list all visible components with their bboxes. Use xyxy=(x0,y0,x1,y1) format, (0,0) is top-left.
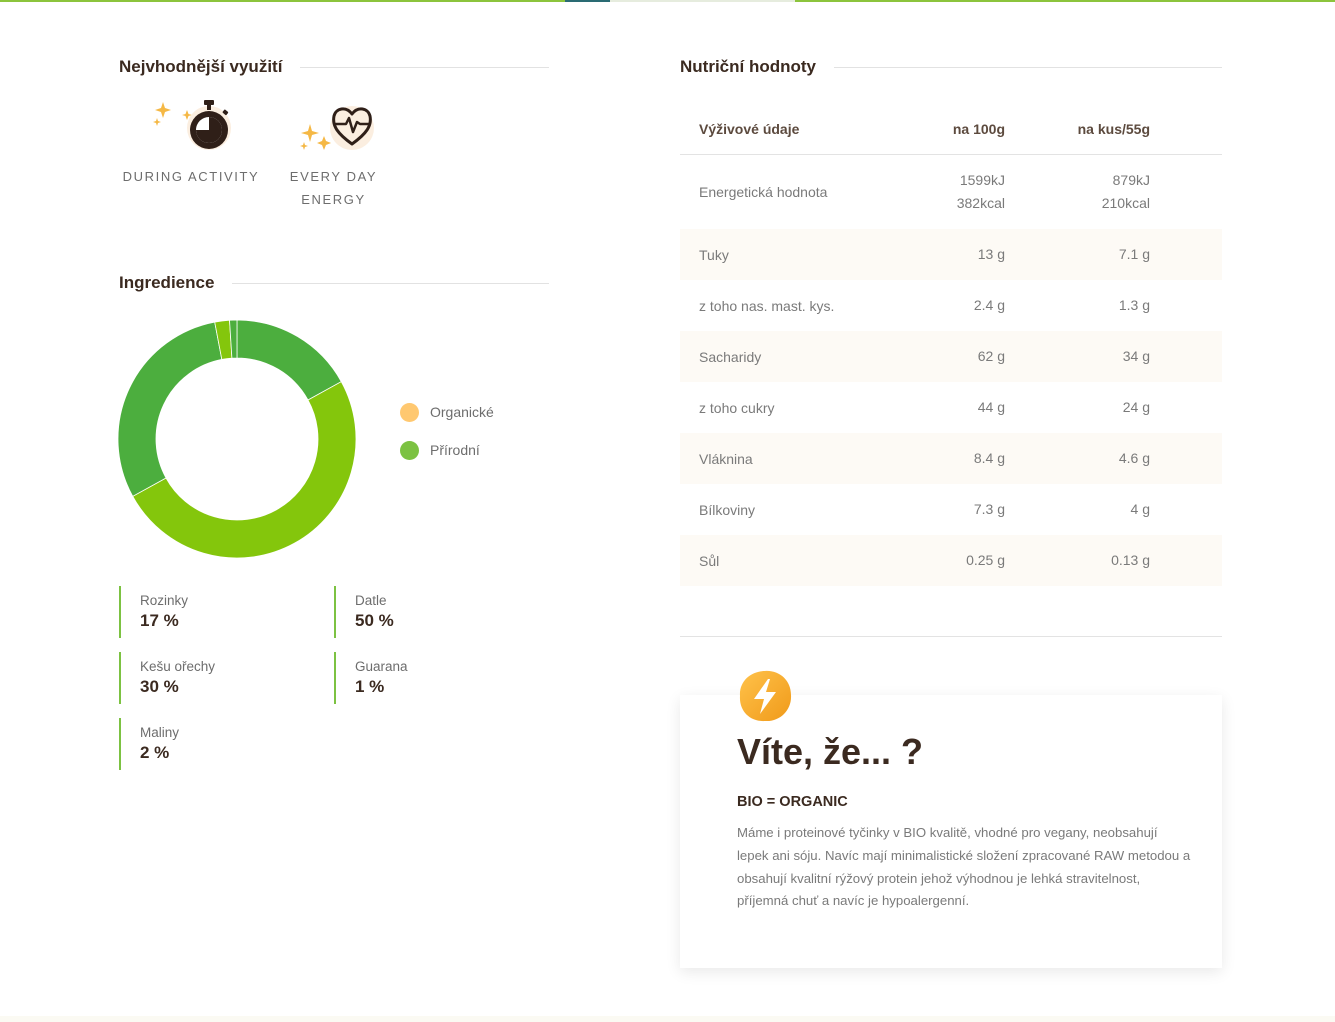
row-name: z toho nas. mast. kys. xyxy=(699,297,835,314)
ingredient-item-maliny: Maliny 2 % xyxy=(119,718,309,770)
energy-kcal: 382kcal xyxy=(956,195,1005,211)
top-bar-light-segment xyxy=(610,0,795,2)
energy-per-piece: 879kJ 210kcal xyxy=(1005,169,1150,215)
legend-label-organic: Organické xyxy=(430,404,494,420)
ingredient-item-guarana: Guarana 1 % xyxy=(334,652,524,704)
info-subtitle: BIO = ORGANIC xyxy=(737,794,848,810)
did-you-know-card xyxy=(680,695,1222,968)
section-divider xyxy=(300,66,549,68)
energy-kj: 1599kJ xyxy=(959,172,1005,188)
top-bar-active-segment xyxy=(565,0,610,2)
row-per-piece: 4.6 g xyxy=(1118,450,1150,466)
usage-label-during-activity: DURING ACTIVITY xyxy=(122,169,260,184)
section-divider xyxy=(833,66,1222,68)
ingredient-percent: 50 % xyxy=(355,611,394,630)
table-row: Sůl 0.25 g 0.13 g xyxy=(680,535,1222,586)
legend-item-natural: Přírodní xyxy=(400,438,494,462)
row-name: Sacharidy xyxy=(699,348,762,365)
header-per-100g: na 100g xyxy=(952,121,1005,137)
ingredient-percent: 30 % xyxy=(140,677,179,696)
header-name: Výživové údaje xyxy=(699,121,800,137)
row-per-piece: 0.13 g xyxy=(1111,552,1150,568)
energy-kj: 879kJ xyxy=(1112,172,1150,188)
ingredient-name: Datle xyxy=(355,593,387,608)
row-name: Energetická hodnota xyxy=(699,184,828,200)
row-per-100g: 2.4 g xyxy=(973,297,1005,313)
info-title: Víte, že... ? xyxy=(737,731,924,772)
donut-slice-guarana xyxy=(229,320,238,359)
ingredient-item-kesu-orechy: Kešu ořechy 30 % xyxy=(119,652,309,704)
table-row: z toho nas. mast. kys. 2.4 g 1.3 g xyxy=(680,280,1222,331)
ingredient-name: Rozinky xyxy=(140,593,189,608)
legend-label-natural: Přírodní xyxy=(430,442,480,458)
donut-slice-rozinky xyxy=(236,320,342,401)
row-per-100g: 8.4 g xyxy=(973,450,1005,466)
row-per-piece: 34 g xyxy=(1122,348,1150,364)
lightning-icon xyxy=(737,668,793,724)
table-row-energy: Energetická hodnota 1599kJ 382kcal 879kJ… xyxy=(680,155,1222,229)
ingredient-percent: 17 % xyxy=(140,611,179,630)
info-text: Máme i proteinové tyčinky v BIO kvalitě,… xyxy=(737,825,1191,909)
nutrition-table-header: Výživové údaje na 100g na kus/55g xyxy=(680,104,1222,155)
usage-label-every-day: EVERY DAY xyxy=(289,169,378,184)
ingredient-percent: 2 % xyxy=(140,743,170,762)
ingredient-name: Guarana xyxy=(355,659,408,674)
donut-legend: Organické Přírodní xyxy=(400,400,494,476)
row-per-piece: 1.3 g xyxy=(1118,297,1150,313)
nutrition-section-title: Nutriční hodnoty xyxy=(680,55,1222,79)
ingredient-name: Kešu ořechy xyxy=(140,659,216,674)
ingredients-donut-chart xyxy=(118,320,356,558)
row-per-piece: 4 g xyxy=(1130,501,1150,517)
row-per-piece: 7.1 g xyxy=(1118,246,1150,262)
legend-dot-organic xyxy=(400,402,419,422)
row-per-piece: 24 g xyxy=(1122,399,1150,415)
ingredient-percent: 1 % xyxy=(355,677,385,696)
row-per-100g: 0.25 g xyxy=(966,552,1005,568)
row-per-100g: 62 g xyxy=(977,348,1005,364)
donut-slice-ke-u-o-echy xyxy=(118,321,223,497)
usage-item-every-day-energy: EVERY DAY ENERGY xyxy=(271,100,396,211)
table-row: z toho cukry 44 g 24 g xyxy=(680,382,1222,433)
donut-slice-datle xyxy=(132,381,356,558)
row-per-100g: 7.3 g xyxy=(973,501,1005,517)
table-row: Vláknina 8.4 g 4.6 g xyxy=(680,433,1222,484)
ingredient-item-datle: Datle 50 % xyxy=(334,586,524,638)
energy-per-100g: 1599kJ 382kcal xyxy=(925,169,1005,215)
table-row: Sacharidy 62 g 34 g xyxy=(680,331,1222,382)
section-divider xyxy=(232,282,549,284)
stopwatch-icon xyxy=(151,100,231,162)
row-name: Sůl xyxy=(699,552,720,569)
row-per-100g: 13 g xyxy=(977,246,1005,262)
row-name: Bílkoviny xyxy=(699,501,756,518)
usage-section-title: Nejvhodnější využití xyxy=(119,55,549,79)
usage-label-energy: ENERGY xyxy=(301,192,366,207)
table-row: Tuky 13 g 7.1 g xyxy=(680,229,1222,280)
row-name: Vláknina xyxy=(699,450,753,467)
ingredient-item-rozinky: Rozinky 17 % xyxy=(119,586,309,638)
heart-pulse-icon xyxy=(294,100,374,162)
top-progress-bar xyxy=(0,0,1335,2)
legend-item-organic: Organické xyxy=(400,400,494,424)
header-per-piece: na kus/55g xyxy=(1077,121,1150,137)
usage-item-during-activity: DURING ACTIVITY xyxy=(120,100,262,188)
row-per-100g: 44 g xyxy=(977,399,1005,415)
energy-kcal: 210kcal xyxy=(1101,195,1150,211)
legend-dot-natural xyxy=(400,440,419,460)
row-name: z toho cukry xyxy=(699,399,775,416)
bottom-band xyxy=(0,1016,1335,1022)
ingredients-section-title: Ingredience xyxy=(119,271,549,295)
table-bottom-divider xyxy=(680,636,1222,637)
row-name: Tuky xyxy=(699,246,729,263)
ingredient-name: Maliny xyxy=(140,725,180,740)
nutrition-table: Výživové údaje na 100g na kus/55g Energe… xyxy=(680,104,1222,586)
table-row: Bílkoviny 7.3 g 4 g xyxy=(680,484,1222,535)
